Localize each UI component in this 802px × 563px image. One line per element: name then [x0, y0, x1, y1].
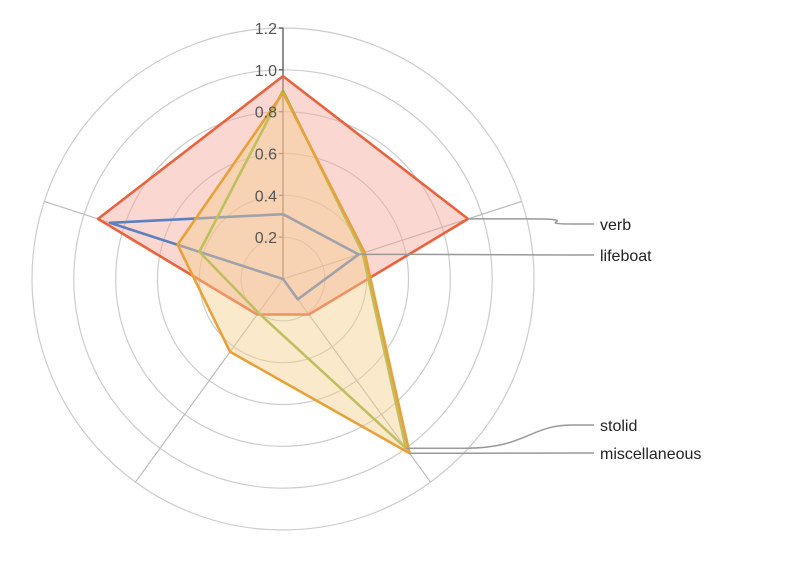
series-miscellaneous [176, 91, 411, 455]
series-polygon-stolid [198, 89, 408, 450]
legend: verb lifeboat stolid miscellaneous [358, 217, 701, 463]
tick-label: 1.2 [255, 21, 277, 38]
tick-label: 0.4 [255, 188, 277, 205]
legend-label-miscellaneous: miscellaneous [600, 446, 701, 463]
legend-label-verb: verb [600, 217, 631, 234]
leader-line [468, 218, 594, 225]
tick-label: 0.6 [255, 147, 277, 164]
leader-line [358, 253, 594, 256]
axis-spoke [282, 200, 522, 280]
tick-label: 1.0 [255, 63, 277, 80]
tick-label: 0.8 [255, 105, 277, 122]
tick-label: 0.2 [255, 230, 277, 247]
series-layer [96, 74, 470, 455]
series-polygon-lifeboat [108, 212, 360, 301]
legend-label-lifeboat: lifeboat [600, 248, 652, 265]
tick-labels: 0.2 0.4 0.6 0.8 1.0 1.2 [255, 21, 277, 247]
leader-line [405, 424, 594, 449]
series-stolid [198, 89, 408, 450]
series-polygon-miscellaneous [176, 91, 411, 455]
legend-label-stolid: stolid [600, 418, 637, 435]
